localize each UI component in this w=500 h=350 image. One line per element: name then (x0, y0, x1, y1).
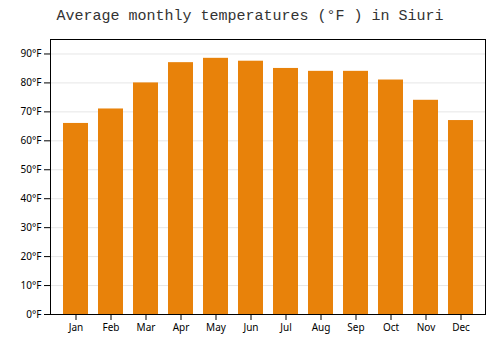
svg-text:50°F: 50°F (21, 162, 42, 176)
svg-text:Feb: Feb (103, 320, 120, 334)
svg-text:40°F: 40°F (21, 191, 42, 205)
svg-text:Aug: Aug (312, 320, 331, 334)
svg-text:Jun: Jun (242, 320, 258, 334)
svg-text:May: May (206, 320, 227, 334)
svg-text:20°F: 20°F (21, 249, 42, 263)
svg-text:Jul: Jul (279, 320, 292, 334)
svg-text:80°F: 80°F (21, 75, 42, 89)
svg-text:Dec: Dec (452, 320, 470, 334)
svg-text:Apr: Apr (173, 320, 190, 334)
svg-text:Nov: Nov (417, 320, 436, 334)
svg-text:30°F: 30°F (21, 220, 42, 234)
svg-text:70°F: 70°F (21, 104, 42, 118)
svg-text:90°F: 90°F (21, 46, 42, 60)
svg-text:Sep: Sep (347, 320, 364, 334)
svg-text:60°F: 60°F (21, 133, 42, 147)
html-text:Average monthly temperatures (: Average monthly temperatures (°F ) in Si… (56, 8, 444, 25)
svg-text:Mar: Mar (137, 320, 156, 334)
svg-text:0°F: 0°F (26, 307, 41, 321)
svg-text:Jan: Jan (68, 320, 84, 334)
svg-text:Oct: Oct (383, 320, 400, 334)
svg-text:10°F: 10°F (21, 278, 42, 292)
